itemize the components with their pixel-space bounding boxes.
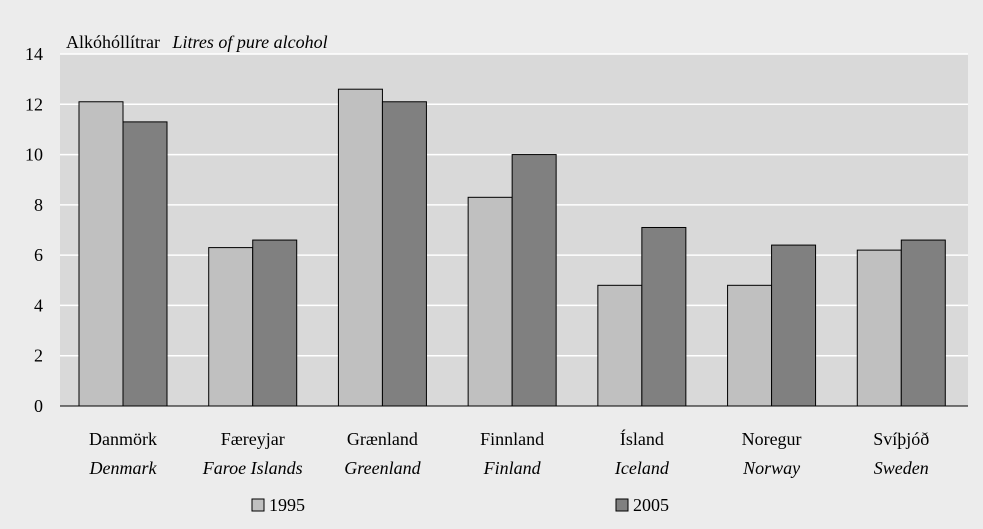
bar-1995-5 [727, 284, 773, 407]
x-category-label: Svíþjóð [873, 429, 929, 449]
x-category-label: Grænland [347, 429, 418, 449]
legend-swatch-1995 [251, 498, 265, 512]
bar-1995-0 [78, 101, 124, 407]
legend: 1995 2005 [251, 495, 669, 515]
bar-2005-2 [381, 101, 427, 407]
bar-1995-2 [337, 88, 383, 407]
x-category-label: Ísland [620, 428, 664, 449]
y-tick-label: 2 [34, 346, 43, 366]
bar-2005-6 [900, 239, 946, 407]
bars [78, 88, 946, 407]
bar-1995-3 [467, 196, 513, 407]
bar-2005-3 [511, 154, 557, 407]
legend-swatch-2005 [615, 498, 629, 512]
y-tick-label: 14 [25, 44, 43, 64]
bar-1995-1 [208, 247, 254, 407]
bar-2005-0 [122, 121, 168, 407]
bar-1995-4 [597, 284, 643, 407]
bar-2005-1 [252, 239, 298, 407]
x-category-labels: Danmörk Denmark Færeyjar Faroe Islands Grænl… [89, 428, 930, 478]
y-axis-label-en: Litres of pure alcohol [171, 32, 327, 52]
x-category-label: Færeyjar [221, 429, 285, 449]
x-category-label: Noregur [742, 429, 802, 449]
x-category-label: Finnland [480, 429, 544, 449]
x-category-label-en: Sweden [874, 458, 929, 478]
y-tick-label: 6 [34, 245, 43, 265]
bar-2005-4 [641, 226, 687, 407]
y-tick-labels: 0 2 4 6 8 10 12 14 [25, 44, 43, 416]
legend-label: 1995 [269, 495, 305, 515]
y-axis-label: Alkóhóllítrar Litres of pure alcohol [66, 32, 328, 52]
legend-label: 2005 [633, 495, 669, 515]
bar-1995-6 [856, 249, 902, 407]
y-tick-label: 10 [25, 145, 43, 165]
y-tick-label: 12 [25, 94, 43, 114]
x-category-label: Danmörk [89, 429, 157, 449]
y-axis-label-main: Alkóhóllítrar [66, 32, 160, 52]
x-category-label-en: Denmark [89, 458, 158, 478]
x-category-label-en: Iceland [614, 458, 670, 478]
x-category-label-en: Finland [483, 458, 542, 478]
x-category-label-en: Norway [742, 458, 800, 478]
y-tick-label: 0 [34, 396, 43, 416]
y-tick-label: 8 [34, 195, 43, 215]
y-tick-label: 4 [34, 295, 43, 315]
x-category-label-en: Faroe Islands [202, 458, 303, 478]
bar-2005-5 [771, 244, 817, 407]
x-category-label-en: Greenland [344, 458, 421, 478]
